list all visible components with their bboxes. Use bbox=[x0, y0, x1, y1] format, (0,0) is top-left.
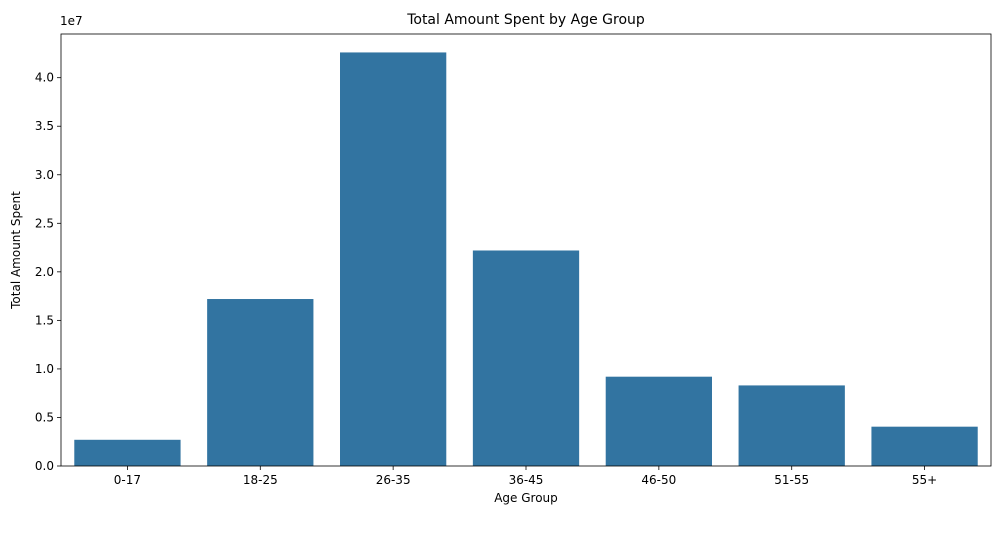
y-tick-label: 3.5 bbox=[35, 119, 54, 133]
bar-51-55 bbox=[738, 385, 845, 466]
bar-55+ bbox=[871, 426, 978, 466]
chart-title: Total Amount Spent by Age Group bbox=[406, 12, 645, 28]
y-tick-label: 2.5 bbox=[35, 216, 54, 230]
x-tick-label: 55+ bbox=[912, 473, 937, 487]
x-tick-label: 46-50 bbox=[641, 473, 676, 487]
bar-46-50 bbox=[605, 376, 712, 466]
x-tick-label: 51-55 bbox=[774, 473, 809, 487]
y-tick-label: 0.0 bbox=[35, 459, 54, 473]
x-axis-ticks: 0-17 18-25 26-35 36-45 46-50 51-55 55+ bbox=[114, 466, 937, 487]
y-tick-label: 1.0 bbox=[35, 362, 54, 376]
bar-0-17 bbox=[74, 439, 181, 466]
y-axis-ticks: 0.0 0.5 1.0 1.5 2.0 2.5 3.0 3.5 4.0 bbox=[35, 71, 61, 473]
bars-layer bbox=[74, 52, 978, 466]
bar-36-45 bbox=[472, 250, 580, 466]
y-axis-offset-label: 1e7 bbox=[60, 14, 83, 28]
x-tick-label: 36-45 bbox=[509, 473, 544, 487]
bar-18-25 bbox=[207, 299, 314, 466]
y-tick-label: 4.0 bbox=[35, 71, 54, 85]
plot-frame bbox=[60, 33, 992, 467]
x-tick-label: 18-25 bbox=[243, 473, 278, 487]
y-tick-label: 1.5 bbox=[35, 313, 54, 327]
y-axis-label: Total Amount Spent bbox=[9, 191, 23, 310]
y-tick-label: 0.5 bbox=[35, 410, 54, 424]
bar-26-35 bbox=[340, 52, 447, 466]
x-tick-label: 0-17 bbox=[114, 473, 141, 487]
x-tick-label: 26-35 bbox=[376, 473, 411, 487]
x-axis-label: Age Group bbox=[494, 491, 558, 505]
y-tick-label: 2.0 bbox=[35, 265, 54, 279]
y-tick-label: 3.0 bbox=[35, 168, 54, 182]
